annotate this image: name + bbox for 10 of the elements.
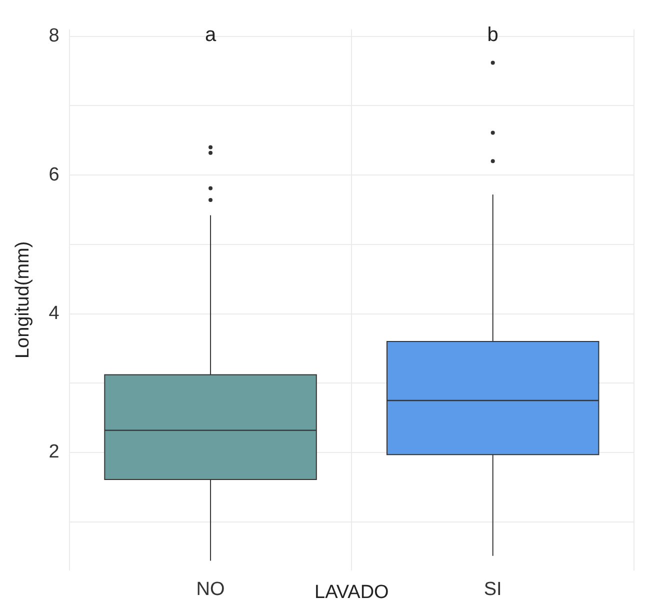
annotation: a bbox=[204, 24, 217, 46]
annotation: b bbox=[487, 24, 498, 46]
y-tick-label: 4 bbox=[48, 303, 60, 324]
y-tick-label: 6 bbox=[48, 164, 60, 186]
y-axis-title: Longitud(mm) bbox=[12, 241, 34, 359]
x-tick-label: NO bbox=[196, 579, 225, 600]
y-tick-label: 2 bbox=[48, 442, 60, 463]
x-axis-title: LAVADO bbox=[314, 582, 389, 603]
y-tick-label: 8 bbox=[48, 26, 60, 47]
x-tick-label: SI bbox=[484, 579, 502, 600]
